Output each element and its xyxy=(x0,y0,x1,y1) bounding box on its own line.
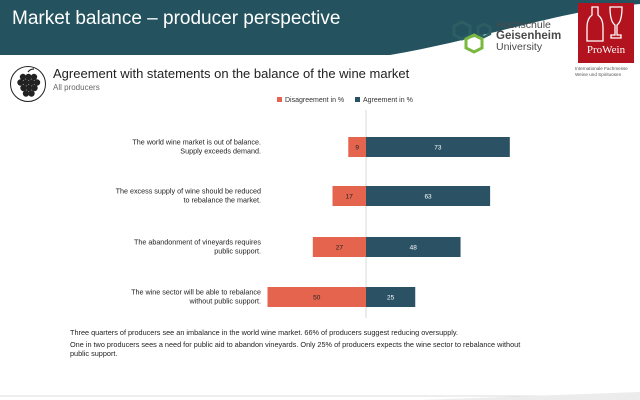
value-disagree-2: 17 xyxy=(346,194,354,201)
value-agree-3: 48 xyxy=(410,245,418,252)
prowein-name: ProWein xyxy=(586,44,626,56)
note-1: Three quarters of producers see an imbal… xyxy=(70,328,459,337)
hgu-logo-icon xyxy=(452,20,492,54)
value-agree-1: 73 xyxy=(434,145,442,152)
hgu-line-3: University xyxy=(496,41,543,53)
bar-agree-1 xyxy=(366,137,510,157)
value-agree-4: 25 xyxy=(387,295,395,302)
value-agree-2: 63 xyxy=(424,194,432,201)
legend-label-disagree: Disagreement in % xyxy=(285,97,344,104)
category-label-2: The excess supply of wine should be redu… xyxy=(116,187,261,205)
grape-icon xyxy=(10,66,46,102)
slide-header: Market balance – producer perspective xyxy=(0,0,640,62)
header-banner xyxy=(0,0,640,55)
note-2: One in two producers sees a need for pub… xyxy=(70,339,521,359)
value-disagree-1: 9 xyxy=(355,145,359,152)
bar-disagree-3 xyxy=(312,237,366,257)
prowein-subtitle: Internationale Fachmesse Weine und Spiri… xyxy=(575,66,628,77)
value-disagree-4: 50 xyxy=(313,295,321,302)
chart-title: Agreement with statements on the balance… xyxy=(53,66,410,81)
legend-label-agree: Agreement in % xyxy=(363,97,413,104)
bar-disagree-1 xyxy=(348,137,366,157)
legend-swatch-disagree xyxy=(277,97,282,102)
category-label-3: The abandonment of vineyards requires pub… xyxy=(134,238,261,256)
chart-notes: Three quarters of producers see an imbal… xyxy=(70,328,540,361)
chart-subtitle: All producers xyxy=(53,83,100,92)
value-disagree-3: 27 xyxy=(336,245,344,252)
category-label-4: The wine sector will be able to rebalanc… xyxy=(131,288,261,306)
prowein-logo xyxy=(578,3,634,63)
footer-decoration xyxy=(0,392,640,400)
hgu-line-1: Hochschule xyxy=(496,19,551,31)
bar-agree-2 xyxy=(366,186,491,206)
slide-title: Market balance – producer perspective xyxy=(12,8,341,29)
bar-agree-4 xyxy=(366,287,416,307)
bar-agree-3 xyxy=(366,237,461,257)
legend-swatch-agree xyxy=(355,97,360,102)
hgu-line-2: Geisenheim xyxy=(496,30,562,42)
hgu-logo-text: Hochschule Geisenheim University xyxy=(496,20,561,53)
bar-disagree-4 xyxy=(267,287,366,307)
wine-bottle-icon xyxy=(586,6,623,42)
category-label-1: The world wine market is out of balance.… xyxy=(132,138,261,156)
bar-disagree-2 xyxy=(332,186,366,206)
diverging-bar-chart: Disagreement in % Agreement in % The world… xyxy=(116,97,510,318)
